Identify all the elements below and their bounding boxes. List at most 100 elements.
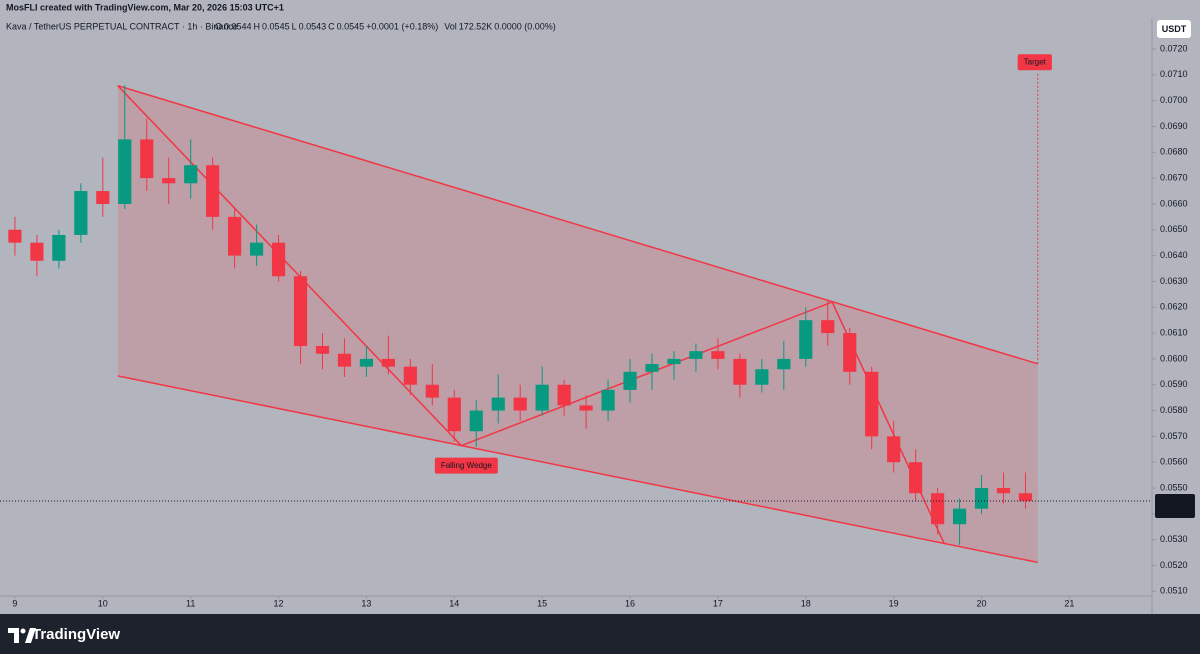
annotation-box bbox=[1017, 54, 1052, 71]
candle-body bbox=[1018, 493, 1033, 501]
currency-box bbox=[1157, 20, 1191, 38]
annotation: Falling Wedge bbox=[441, 461, 493, 470]
x-tick-label: 9 bbox=[12, 598, 17, 608]
y-tick-label: 0.0610 bbox=[1160, 327, 1188, 337]
logo bbox=[8, 628, 36, 643]
candle-body bbox=[623, 371, 637, 390]
channel-upper bbox=[117, 84, 1038, 365]
y-tick-label: 0.0620 bbox=[1160, 302, 1188, 312]
brand: TradingView bbox=[32, 626, 120, 643]
countdown: 56:42 bbox=[1162, 506, 1185, 516]
candle-body bbox=[118, 139, 132, 204]
candle-body bbox=[140, 139, 154, 179]
last-price-box bbox=[1155, 493, 1195, 518]
x-tick-label: 19 bbox=[889, 598, 899, 608]
candle-body bbox=[162, 178, 176, 184]
candle-body bbox=[843, 333, 857, 372]
y-tick-label: 0.0550 bbox=[1160, 482, 1188, 492]
x-tick-label: 12 bbox=[274, 598, 284, 608]
y-tick-label: 0.0650 bbox=[1160, 224, 1188, 234]
candle-body bbox=[228, 216, 242, 256]
x-tick-label: 14 bbox=[449, 598, 459, 608]
legend-item: 172.52K bbox=[459, 21, 493, 31]
candle-body bbox=[952, 508, 967, 525]
candle-body bbox=[711, 351, 725, 359]
x-tick-label: 15 bbox=[537, 598, 547, 608]
candle-body bbox=[469, 410, 483, 432]
channel-fill bbox=[117, 85, 1038, 563]
wedge-leg bbox=[117, 85, 946, 545]
y-tick-label: 0.0680 bbox=[1160, 147, 1188, 157]
legend-item: 0.0543 bbox=[299, 21, 327, 31]
candle-body bbox=[689, 351, 703, 359]
chart-title: MosFLI created with TradingView.com, Mar… bbox=[6, 2, 284, 12]
legend-item: 0.0544 bbox=[224, 21, 252, 31]
candle-body bbox=[887, 436, 901, 463]
currency: USDT bbox=[1162, 24, 1187, 34]
plot-area bbox=[0, 72, 1152, 564]
y-tick-label: 0.0580 bbox=[1160, 405, 1188, 415]
candle-body bbox=[557, 384, 571, 406]
candle-body bbox=[491, 397, 505, 411]
y-tick-label: 0.0720 bbox=[1160, 43, 1188, 53]
candle-body bbox=[799, 320, 813, 359]
legend-item: L bbox=[292, 21, 297, 31]
channel-lower bbox=[117, 375, 1038, 564]
x-tick-label: 13 bbox=[361, 598, 371, 608]
candle-body bbox=[184, 165, 198, 184]
candle-body bbox=[667, 358, 681, 365]
x-tick-label: 17 bbox=[713, 598, 723, 608]
candle-body bbox=[425, 384, 439, 398]
y-tick-label: 0.0530 bbox=[1160, 534, 1188, 544]
footer-bar bbox=[0, 614, 1200, 654]
x-tick-label: 10 bbox=[98, 598, 108, 608]
candle-body bbox=[74, 191, 88, 235]
annotation: Target bbox=[1024, 57, 1047, 66]
legend-item: 0.0000 (0.00%) bbox=[494, 21, 556, 31]
candle-body bbox=[821, 320, 835, 334]
legend-item: H bbox=[254, 21, 261, 31]
y-tick-label: 0.0660 bbox=[1160, 198, 1188, 208]
y-tick-label: 0.0590 bbox=[1160, 379, 1188, 389]
annotation-box bbox=[434, 457, 498, 474]
candle-body bbox=[909, 462, 923, 494]
candle-body bbox=[96, 191, 110, 204]
candle-body bbox=[755, 369, 769, 385]
candle-body bbox=[206, 165, 220, 217]
legend-item: 0.0545 bbox=[262, 21, 290, 31]
y-tick-label: 0.0640 bbox=[1160, 250, 1188, 260]
candle-body bbox=[52, 234, 66, 261]
candle-body bbox=[733, 358, 747, 385]
candle-body bbox=[579, 405, 593, 411]
x-tick-label: 20 bbox=[977, 598, 987, 608]
x-tick-label: 16 bbox=[625, 598, 635, 608]
x-tick-label: 21 bbox=[1064, 598, 1074, 608]
candle-body bbox=[513, 397, 527, 411]
candle-body bbox=[271, 242, 286, 277]
y-tick-label: 0.0560 bbox=[1160, 457, 1188, 467]
candle-body bbox=[30, 242, 44, 261]
candle-body bbox=[777, 358, 791, 370]
candle-body bbox=[601, 389, 615, 411]
candle-body bbox=[535, 384, 549, 411]
candle-body bbox=[931, 493, 945, 525]
candle-body bbox=[8, 229, 22, 243]
legend-item: Vol bbox=[444, 21, 457, 31]
candle-body bbox=[359, 358, 374, 367]
y-tick-label: 0.0510 bbox=[1160, 586, 1188, 596]
y-tick-label: 0.0520 bbox=[1160, 560, 1188, 570]
legend-item: +0.0001 (+0.18%) bbox=[366, 21, 438, 31]
y-tick-label: 0.0630 bbox=[1160, 276, 1188, 286]
x-tick-label: 11 bbox=[186, 598, 195, 608]
symbol-name: Kava / TetherUS PERPETUAL CONTRACT · 1h … bbox=[6, 21, 238, 31]
y-tick-label: 0.0700 bbox=[1160, 95, 1188, 105]
candle-body bbox=[447, 397, 461, 432]
x-tick-label: 18 bbox=[801, 598, 811, 608]
y-tick-label: 0.0690 bbox=[1160, 121, 1188, 131]
y-tick-label: 0.0600 bbox=[1160, 353, 1188, 363]
candle-body bbox=[293, 276, 308, 346]
candle-body bbox=[403, 366, 417, 385]
candle-body bbox=[865, 371, 879, 437]
candle-body bbox=[249, 242, 264, 256]
